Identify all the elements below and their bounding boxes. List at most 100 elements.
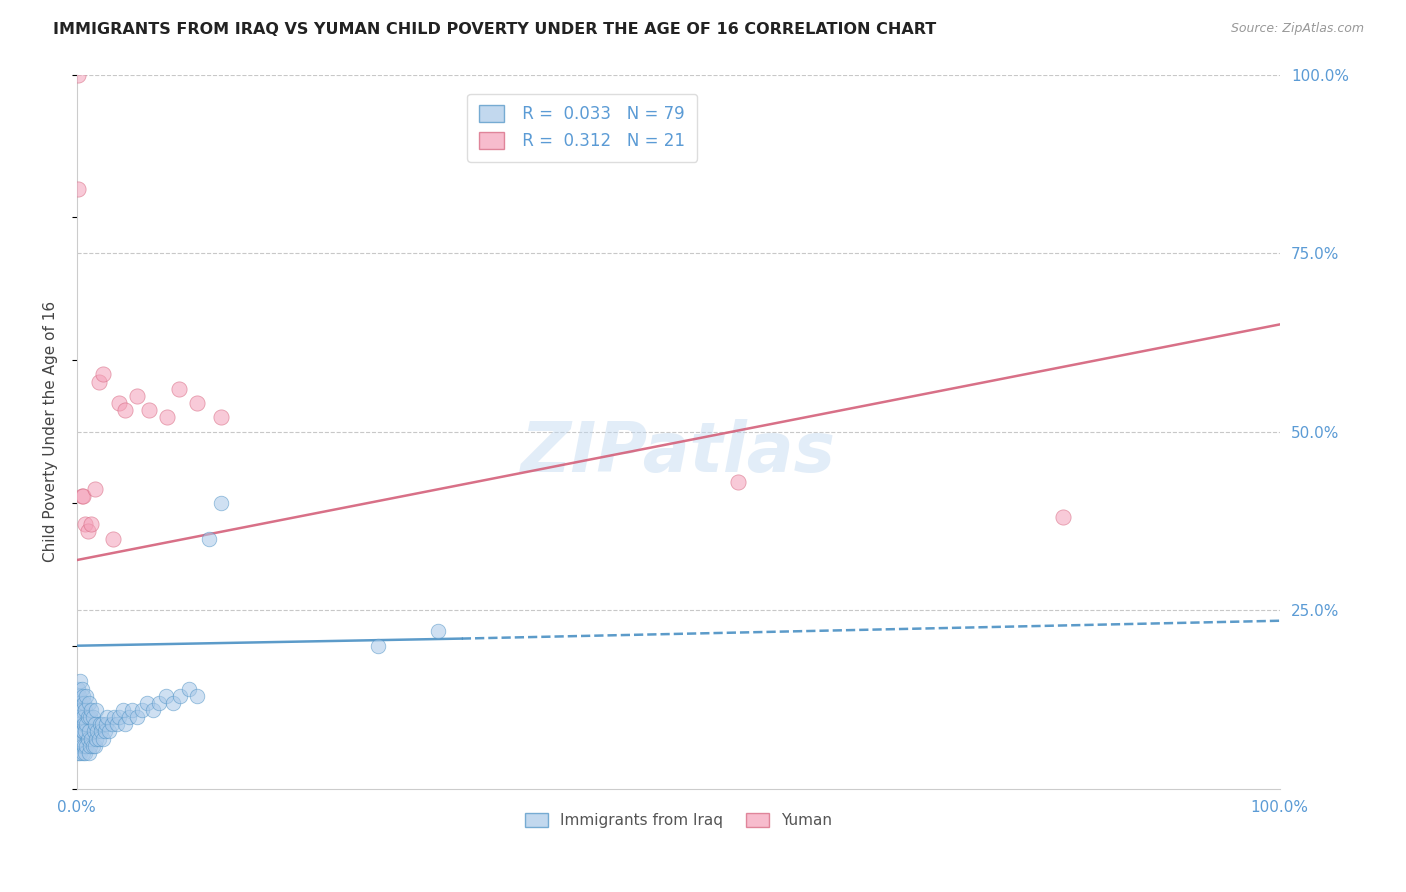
Point	[93, 724, 115, 739]
Point	[167, 382, 190, 396]
Point	[70, 703, 93, 717]
Point	[69, 746, 91, 760]
Point	[75, 517, 97, 532]
Point	[91, 731, 114, 746]
Point	[67, 710, 90, 724]
Point	[108, 710, 131, 724]
Point	[86, 724, 108, 739]
Point	[162, 696, 184, 710]
Point	[72, 489, 94, 503]
Point	[108, 396, 131, 410]
Point	[77, 696, 100, 710]
Point	[138, 403, 160, 417]
Point	[89, 717, 111, 731]
Point	[79, 710, 101, 724]
Point	[84, 703, 107, 717]
Point	[84, 739, 107, 753]
Point	[198, 532, 221, 546]
Point	[67, 746, 90, 760]
Point	[72, 710, 94, 724]
Point	[100, 717, 122, 731]
Text: ZIPatlas: ZIPatlas	[520, 419, 835, 486]
Point	[103, 710, 125, 724]
Point	[67, 703, 90, 717]
Point	[67, 724, 90, 739]
Point	[73, 717, 96, 731]
Point	[426, 624, 449, 639]
Point	[75, 724, 97, 739]
Point	[87, 375, 110, 389]
Point	[98, 724, 121, 739]
Point	[77, 746, 100, 760]
Point	[76, 739, 98, 753]
Point	[69, 710, 91, 724]
Text: Source: ZipAtlas.com: Source: ZipAtlas.com	[1230, 22, 1364, 36]
Point	[117, 710, 139, 724]
Point	[91, 717, 114, 731]
Point	[121, 703, 143, 717]
Point	[70, 489, 93, 503]
Point	[209, 410, 232, 425]
Point	[101, 532, 124, 546]
Point	[91, 368, 114, 382]
Point	[72, 746, 94, 760]
Point	[135, 696, 157, 710]
Point	[80, 517, 103, 532]
Point	[75, 746, 97, 760]
Point	[76, 731, 98, 746]
Text: IMMIGRANTS FROM IRAQ VS YUMAN CHILD POVERTY UNDER THE AGE OF 16 CORRELATION CHAR: IMMIGRANTS FROM IRAQ VS YUMAN CHILD POVE…	[53, 22, 936, 37]
Point	[69, 731, 91, 746]
Point	[125, 389, 148, 403]
Point	[67, 696, 90, 710]
Point	[72, 724, 94, 739]
Point	[82, 710, 104, 724]
Point	[69, 696, 91, 710]
Point	[67, 68, 90, 82]
Point	[70, 739, 93, 753]
Point	[114, 717, 136, 731]
Point	[96, 710, 118, 724]
Point	[142, 703, 165, 717]
Point	[82, 739, 104, 753]
Point	[155, 689, 177, 703]
Point	[77, 724, 100, 739]
Point	[76, 710, 98, 724]
Point	[125, 710, 148, 724]
Point	[67, 681, 90, 696]
Point	[148, 696, 170, 710]
Point	[67, 717, 90, 731]
Legend: Immigrants from Iraq, Yuman: Immigrants from Iraq, Yuman	[519, 807, 838, 834]
Point	[76, 689, 98, 703]
Point	[69, 674, 91, 689]
Y-axis label: Child Poverty Under the Age of 16: Child Poverty Under the Age of 16	[44, 301, 58, 562]
Point	[1052, 510, 1074, 524]
Point	[80, 731, 103, 746]
Point	[105, 717, 128, 731]
Point	[94, 717, 117, 731]
Point	[70, 681, 93, 696]
Point	[177, 681, 200, 696]
Point	[79, 739, 101, 753]
Point	[76, 717, 98, 731]
Point	[70, 724, 93, 739]
Point	[67, 689, 90, 703]
Point	[80, 703, 103, 717]
Point	[156, 410, 179, 425]
Point	[84, 731, 107, 746]
Point	[169, 689, 191, 703]
Point	[83, 724, 105, 739]
Point	[131, 703, 153, 717]
Point	[727, 475, 749, 489]
Point	[87, 731, 110, 746]
Point	[114, 403, 136, 417]
Point	[367, 639, 389, 653]
Point	[90, 724, 112, 739]
Point	[73, 739, 96, 753]
Point	[75, 703, 97, 717]
Point	[76, 524, 98, 539]
Point	[209, 496, 232, 510]
Point	[186, 396, 208, 410]
Point	[84, 482, 107, 496]
Point	[111, 703, 134, 717]
Point	[67, 739, 90, 753]
